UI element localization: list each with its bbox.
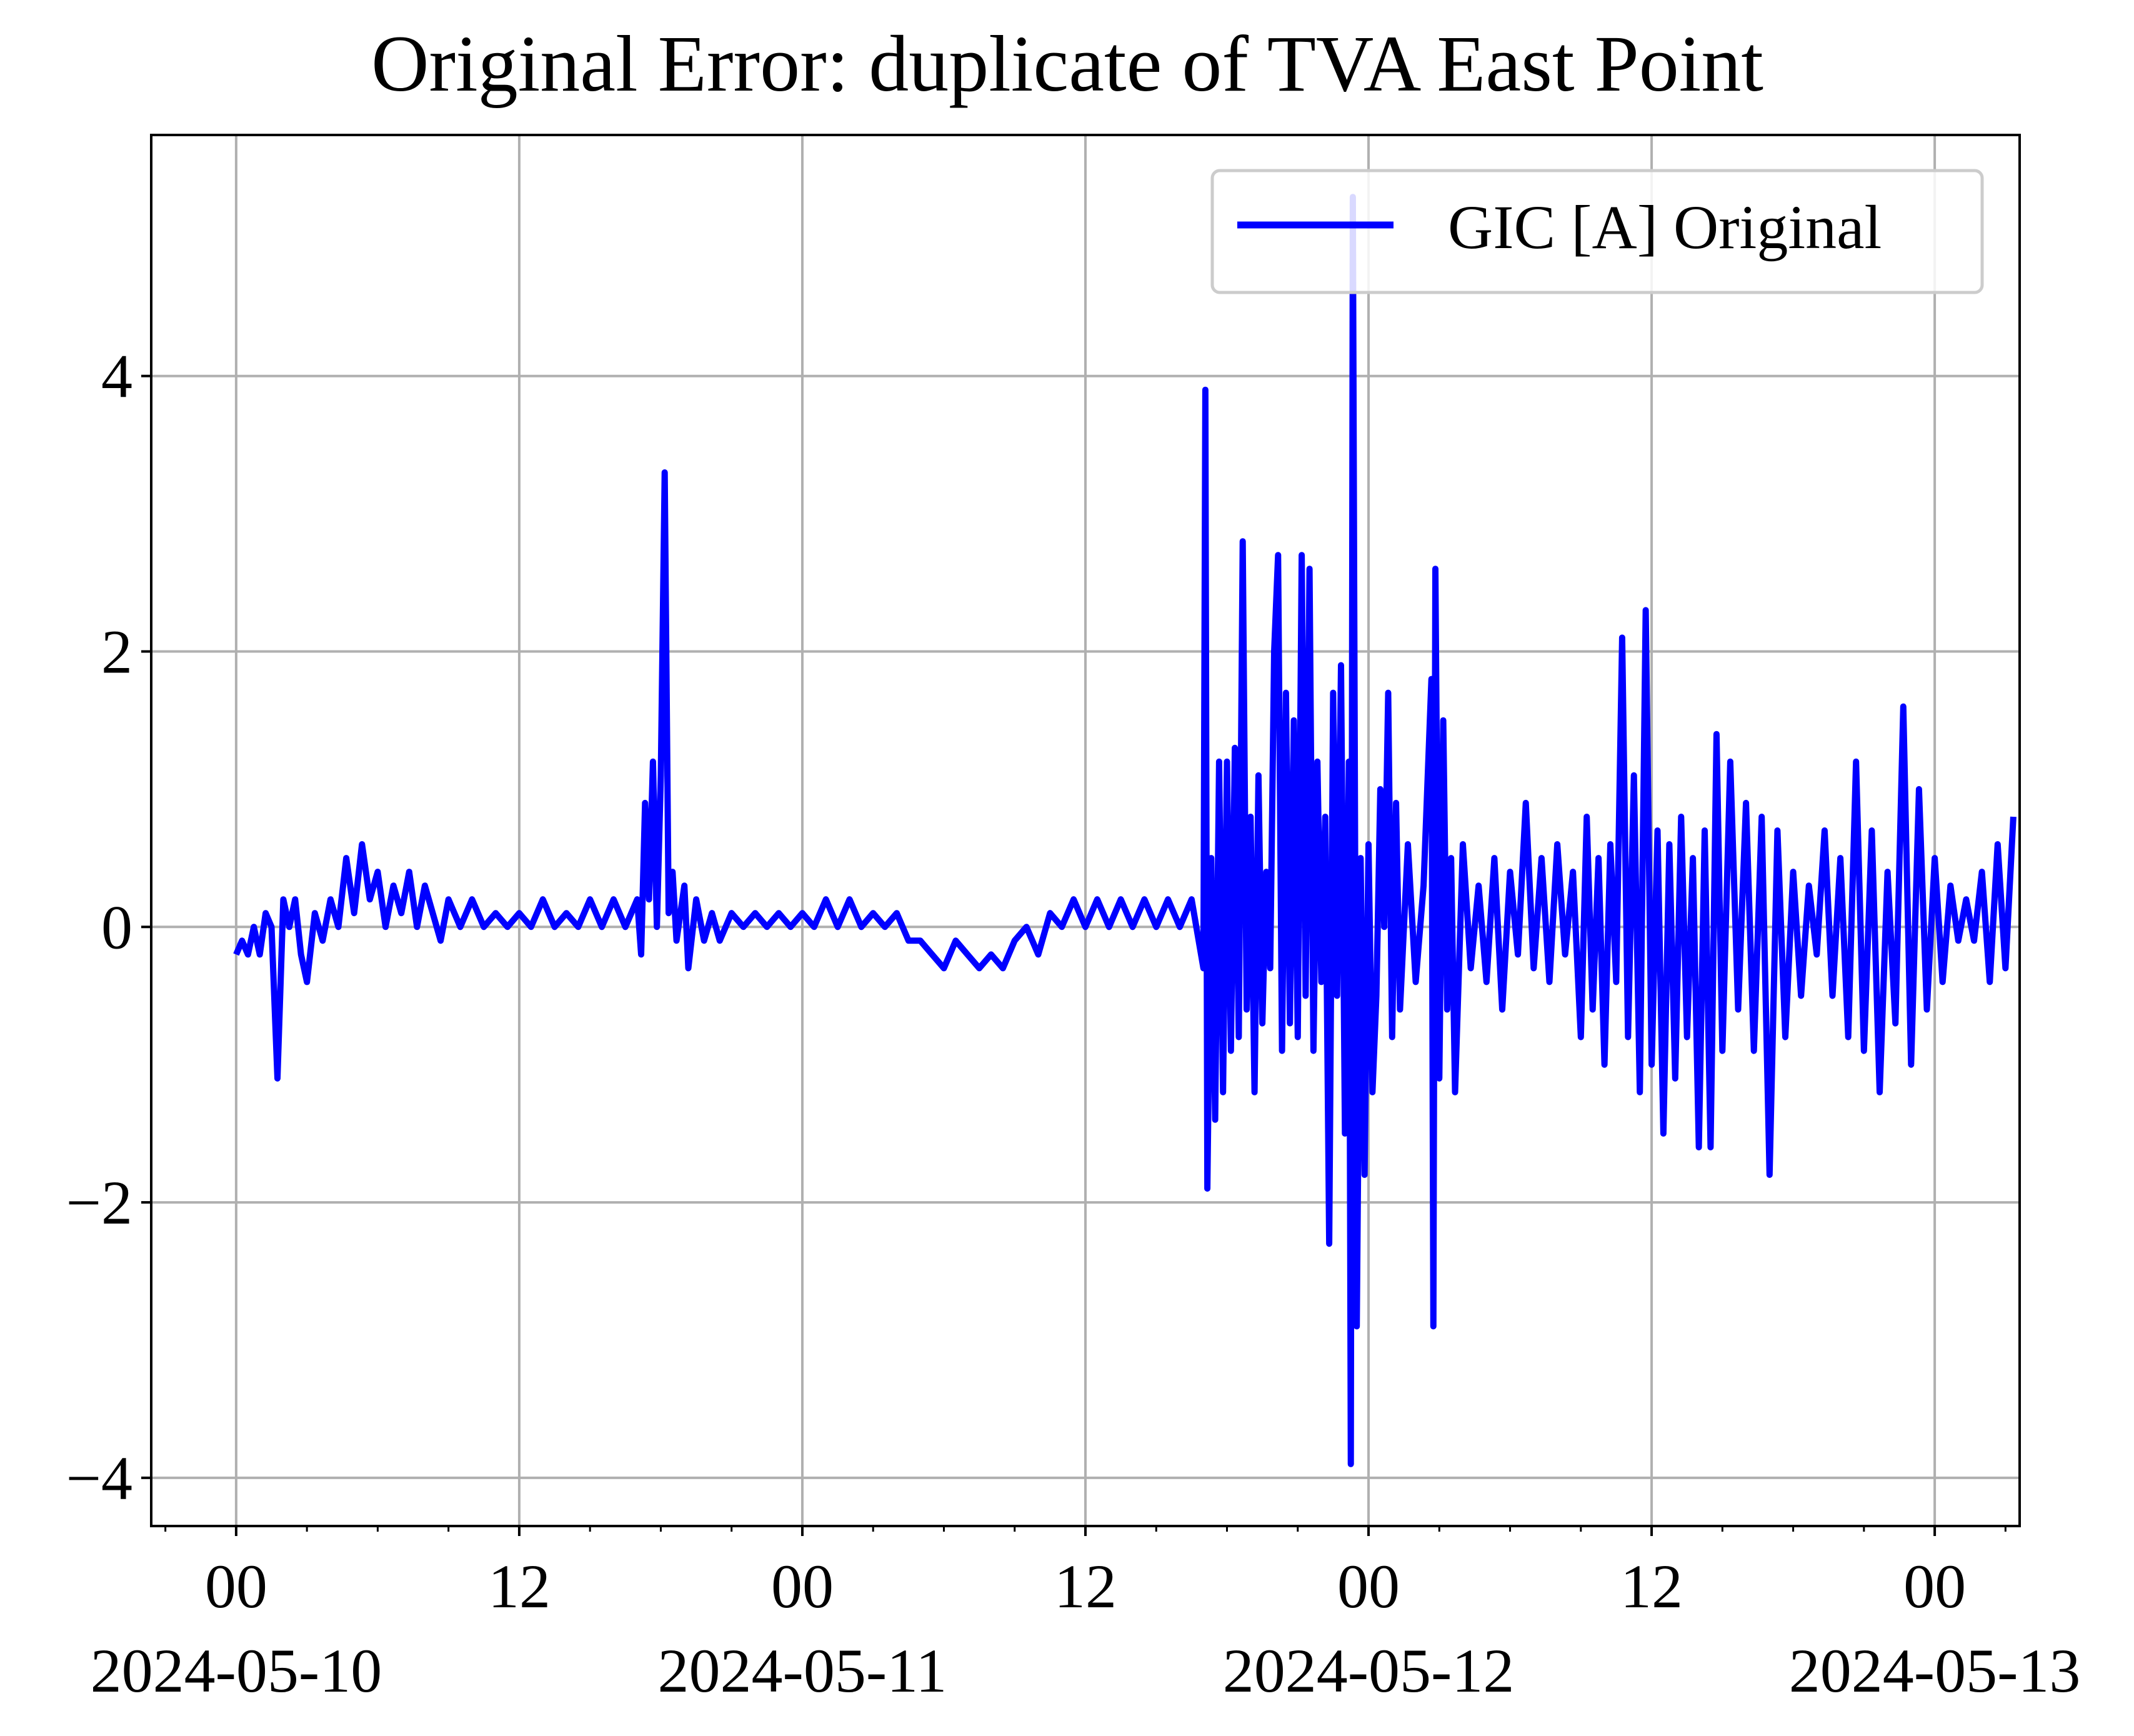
y-tick-label: −2 [66,1168,132,1237]
legend-label: GIC [A] Original [1448,192,1882,262]
x-tick-label-date: 2024-05-12 [1223,1636,1515,1705]
x-tick-label-hour: 00 [1337,1552,1400,1621]
y-tick-label: 0 [101,892,132,962]
y-tick-label: 2 [101,617,132,686]
x-tick-label-hour: 00 [1903,1552,1966,1621]
x-tick-label-date: 2024-05-13 [1789,1636,2081,1705]
y-tick-label: −4 [66,1444,132,1513]
series-layer [233,194,2017,1467]
x-tick-label-hour: 00 [205,1552,267,1621]
legend: GIC [A] Original [1210,169,1984,294]
x-tick-label-hour: 12 [1054,1552,1117,1621]
legend-box [1210,169,1984,294]
y-tick-label: 4 [101,342,132,411]
x-tick-label-date: 2024-05-11 [658,1636,947,1705]
chart-title: Original Error: duplicate of TVA East Po… [371,19,1763,108]
x-tick-label-hour: 12 [1620,1552,1683,1621]
x-tick-label-hour: 00 [771,1552,834,1621]
axis-ticks: −4 −2 0 2 4 00 2024-05-10 12 00 2024-05-11 12 00 202… [66,342,2081,1705]
x-tick-label-hour: 12 [488,1552,551,1621]
x-tick-label-date: 2024-05-10 [91,1636,382,1705]
series-line-gic-original [233,194,2017,1467]
